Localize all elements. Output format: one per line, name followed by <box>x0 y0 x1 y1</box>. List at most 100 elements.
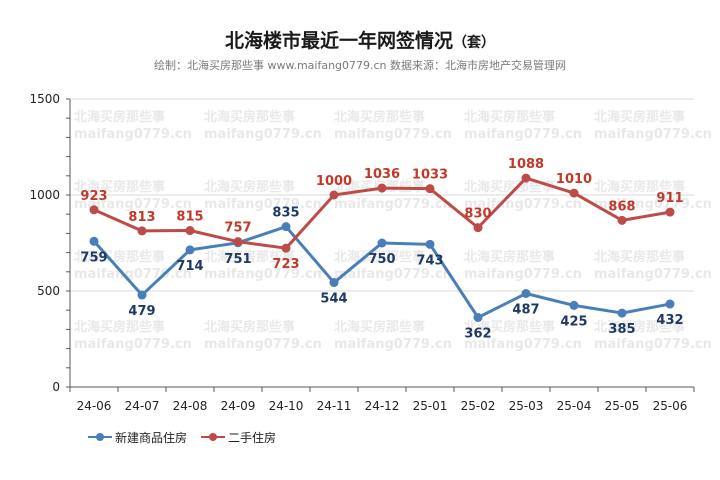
watermark-text: 北海买房那些事 <box>204 109 295 125</box>
x-tick-label: 25-05 <box>605 399 640 413</box>
watermark-text: 北海买房那些事 <box>204 319 295 335</box>
data-point-resale <box>377 183 387 193</box>
watermark-text: 北海买房那些事 <box>464 319 555 335</box>
legend-item-resale[interactable]: 二手住房 <box>201 429 276 446</box>
data-label-new-homes: 479 <box>128 304 155 319</box>
data-label-new-homes: 385 <box>608 322 635 337</box>
data-label-resale: 815 <box>176 210 203 225</box>
watermark-text: maifang0779.cn <box>594 197 712 212</box>
watermark-text: 北海买房那些事 <box>204 179 295 195</box>
x-tick-label: 24-09 <box>221 399 256 413</box>
data-label-resale: 1033 <box>412 168 448 183</box>
data-point-resale <box>425 184 435 194</box>
legend-marker-resale <box>209 433 218 441</box>
data-label-new-homes: 759 <box>80 250 107 265</box>
data-point-resale <box>569 188 579 198</box>
chart-subtitle: 绘制：北海买房那些事 www.maifang0779.cn 数据来源：北海市房地… <box>153 59 567 72</box>
x-tick-label: 24-11 <box>317 399 352 413</box>
data-label-new-homes: 544 <box>320 292 347 307</box>
legend-marker-new-homes <box>96 433 104 441</box>
data-point-new-homes <box>281 222 291 232</box>
watermark-text: maifang0779.cn <box>464 337 582 352</box>
data-point-new-homes <box>665 299 675 309</box>
chart-title: 北海楼市最近一年网签情况（套） <box>0 26 720 53</box>
data-point-new-homes <box>329 278 339 288</box>
data-point-new-homes <box>425 239 435 249</box>
y-tick-label: 0 <box>52 380 60 394</box>
x-tick-label: 25-04 <box>557 399 592 413</box>
data-point-resale <box>665 207 675 217</box>
data-label-resale: 868 <box>608 199 635 214</box>
data-point-new-homes <box>569 300 579 310</box>
data-point-new-homes <box>137 290 147 300</box>
watermark-text: 北海买房那些事 <box>334 319 425 335</box>
watermark-text: 北海买房那些事 <box>334 249 425 265</box>
data-label-new-homes: 750 <box>368 252 395 267</box>
data-label-resale: 923 <box>80 189 107 204</box>
watermark-text: maifang0779.cn <box>464 197 582 212</box>
watermark-text: 北海买房那些事 <box>594 179 685 195</box>
x-tick-label: 24-10 <box>269 399 304 413</box>
x-tick-label: 25-02 <box>461 399 496 413</box>
legend-swatch-new-homes <box>88 431 112 443</box>
data-label-new-homes: 487 <box>512 302 539 317</box>
data-point-new-homes <box>89 236 99 246</box>
watermark-text: maifang0779.cn <box>594 267 712 282</box>
data-label-resale: 1036 <box>364 167 400 182</box>
chart-title-text: 北海楼市最近一年网签情况 <box>224 30 453 52</box>
data-label-resale: 1088 <box>508 157 544 172</box>
watermark-text: maifang0779.cn <box>74 267 192 282</box>
watermark-text: maifang0779.cn <box>204 267 322 282</box>
watermark-text: 北海买房那些事 <box>464 109 555 125</box>
watermark-text: maifang0779.cn <box>594 337 712 352</box>
data-label-new-homes: 751 <box>224 252 251 267</box>
data-label-new-homes: 835 <box>272 206 299 221</box>
watermark-text: 北海买房那些事 <box>204 249 295 265</box>
data-label-resale: 813 <box>128 210 155 225</box>
watermark-text: 北海买房那些事 <box>594 319 685 335</box>
data-point-resale <box>329 190 339 200</box>
watermark-text: maifang0779.cn <box>74 337 192 352</box>
y-tick-label: 500 <box>37 284 60 298</box>
chart-title-unit: （套） <box>453 35 495 51</box>
data-point-resale <box>281 243 291 253</box>
data-point-resale <box>137 226 147 236</box>
data-point-resale <box>185 226 195 236</box>
watermark-text: maifang0779.cn <box>334 197 452 212</box>
data-point-resale <box>521 173 531 183</box>
watermark-text: maifang0779.cn <box>594 127 712 142</box>
data-point-new-homes <box>377 238 387 248</box>
data-label-resale: 911 <box>656 191 683 206</box>
watermark-text: maifang0779.cn <box>204 197 322 212</box>
watermark-text: 北海买房那些事 <box>74 249 165 265</box>
watermark-text: maifang0779.cn <box>334 267 452 282</box>
data-label-resale: 1000 <box>316 174 352 189</box>
data-label-resale: 1010 <box>556 172 592 187</box>
data-point-resale <box>617 215 627 225</box>
legend-label-new-homes: 新建商品住房 <box>115 430 188 445</box>
watermark-text: maifang0779.cn <box>464 267 582 282</box>
watermark-text: 北海买房那些事 <box>74 109 165 125</box>
x-tick-label: 25-06 <box>653 399 688 413</box>
data-label-new-homes: 432 <box>656 313 683 328</box>
data-label-resale: 757 <box>224 221 251 236</box>
watermark-text: 北海买房那些事 <box>74 179 165 195</box>
legend-item-new-homes[interactable]: 新建商品住房 <box>88 429 187 446</box>
x-tick-label: 24-06 <box>77 399 112 413</box>
watermark-layer: 北海买房那些事 maifang0779.cn 北海买房那些事 maifang0779.… <box>74 109 712 352</box>
data-label-resale: 830 <box>464 207 491 222</box>
watermark-text: maifang0779.cn <box>204 337 322 352</box>
data-label-new-homes: 743 <box>416 253 443 268</box>
data-point-new-homes <box>521 288 531 298</box>
watermark-text: 北海买房那些事 <box>464 249 555 265</box>
watermark-text: maifang0779.cn <box>74 127 192 142</box>
x-tick-label: 25-03 <box>509 399 544 413</box>
watermark-text: maifang0779.cn <box>464 127 582 142</box>
watermark-text: 北海买房那些事 <box>594 249 685 265</box>
legend-label-resale: 二手住房 <box>228 430 277 445</box>
y-tick-label: 1500 <box>29 92 60 106</box>
data-point-resale <box>233 237 243 247</box>
watermark-text: maifang0779.cn <box>334 337 452 352</box>
chart-legend: 新建商品住房 二手住房 <box>88 429 290 445</box>
